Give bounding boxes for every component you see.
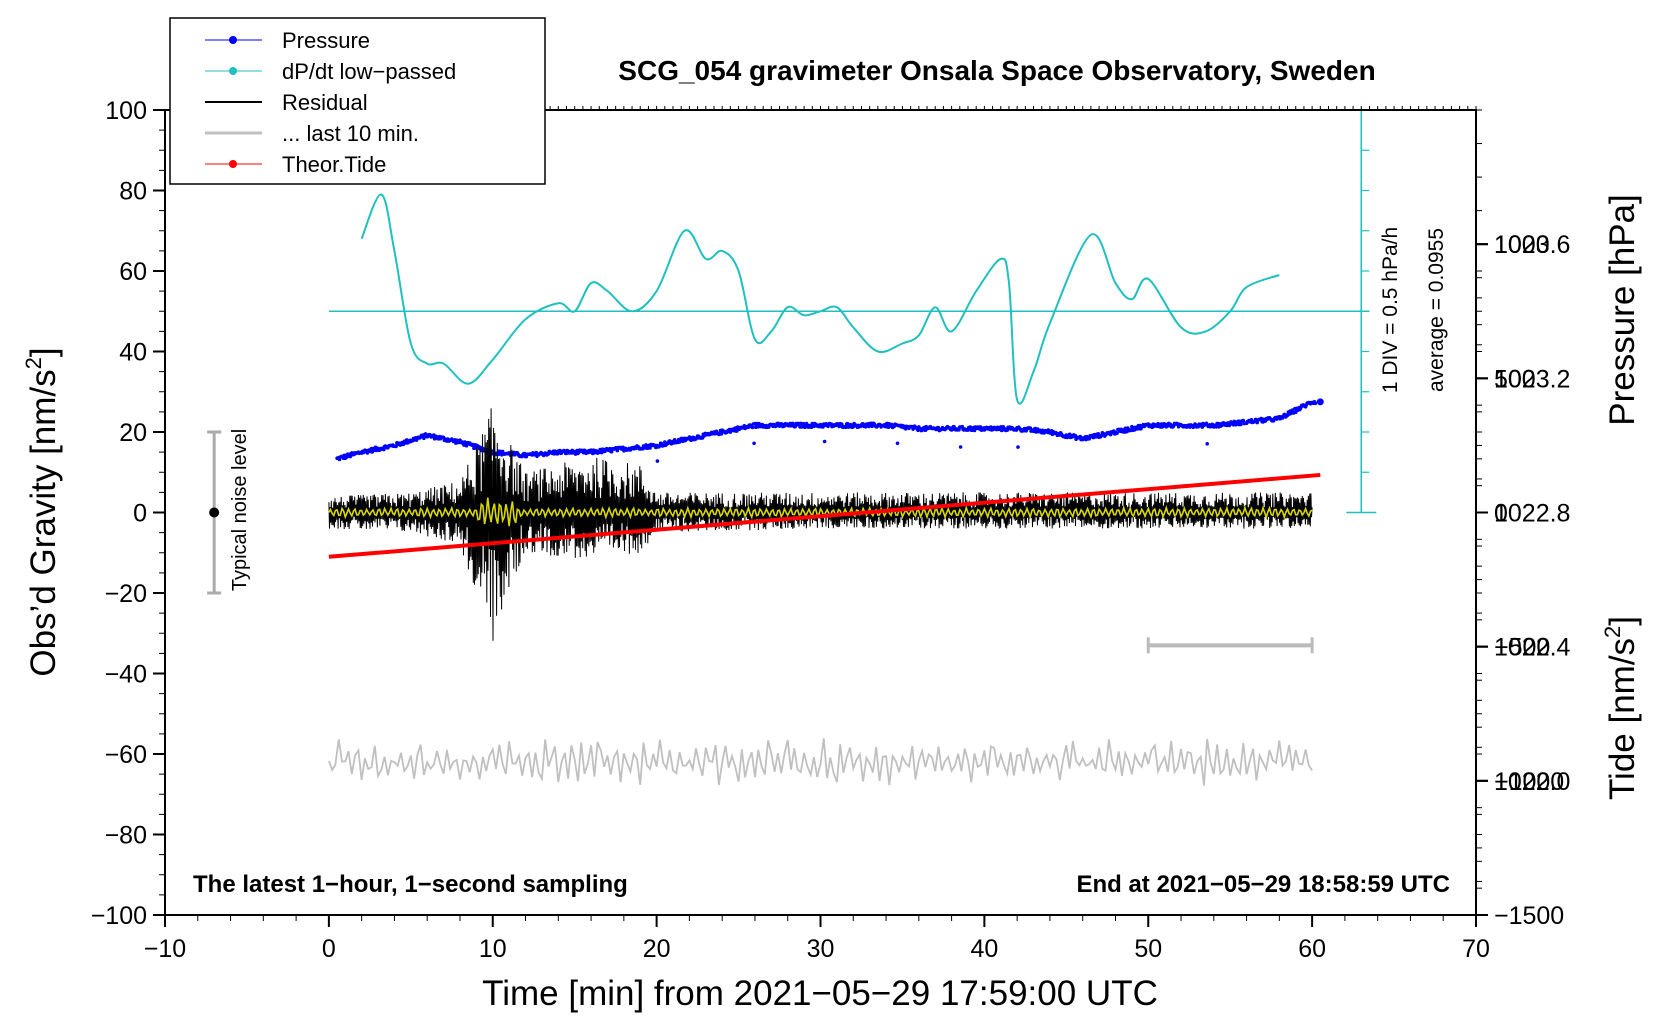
chart-title: SCG_054 gravimeter Onsala Space Observat… [618,55,1375,86]
legend-swatch-tide-dot [229,160,237,168]
y-tick-label: 100 [105,97,147,125]
pressure-series [335,398,1324,463]
y-tick-label: −100 [91,902,147,930]
tide-line [328,472,1321,559]
legend-swatches [205,36,262,168]
x-tick-label: −10 [144,935,186,963]
y-axis-tide: 1000 500 0 −500 −1000 −1500 [1476,231,1564,930]
legend-label-tide: Theor.Tide [282,152,386,177]
pressure-point [960,424,965,429]
pressure-point [752,441,756,446]
pressure-tick-label: 1022.0 [1494,768,1570,796]
x-axis: −10 0 10 20 30 40 50 60 70 [144,106,1490,963]
average-annotation: average = 0.0955 [1425,228,1448,392]
y-label-left-close: ] [24,347,63,357]
pressure-point [978,425,983,429]
pressure-point [958,445,963,449]
x-axis-title: Time [min] from 2021−05−29 17:59:00 UTC [482,974,1158,1013]
y-axis-title-pressure: Pressure [hPa] [1603,194,1642,426]
pressure-point [1316,398,1324,406]
y-tick-label: 80 [119,178,147,206]
legend-swatch-pressure-dot [229,36,237,44]
y-tick-label: 40 [119,339,147,367]
tide-tick-label: −1000 [1494,768,1564,796]
pressure-tick-label: 1023.6 [1494,231,1570,259]
y-tick-label: −20 [105,580,147,608]
pressure-point [1156,421,1160,426]
tide-tick-label: −1500 [1494,902,1564,930]
residual-line [328,408,1313,641]
pressure-tick-label: 1022.8 [1494,500,1570,528]
pressure-point [609,449,614,454]
x-tick-label: 50 [1134,935,1162,963]
y-tick-label: −80 [105,822,147,850]
dpdt-line [360,193,1280,405]
y-axis-title-tide: Tide [nm/s2] [1600,616,1642,800]
pressure-point [1204,421,1209,426]
pressure-point [1313,401,1318,406]
legend-swatch-dpdt-dot [229,67,237,75]
noise-level-dot [209,507,220,518]
pressure-point [1016,445,1020,449]
bottom-left-note: The latest 1−hour, 1−second sampling [193,871,628,898]
y-axis-left: 100 80 60 40 20 0 −20 −40 −60 −80 −100 [91,97,165,930]
y-tick-label: −60 [105,741,147,769]
y-tick-label: 60 [119,258,147,286]
pressure-point [1239,422,1243,427]
bottom-right-note: End at 2021−05−29 18:58:59 UTC [1076,871,1450,898]
pressure-point [655,459,660,463]
pressure-tick-label: 1022.4 [1494,634,1571,662]
y-label-tide-sup: 2 [1600,626,1625,638]
pressure-point [957,428,961,432]
x-tick-label: 60 [1298,935,1326,963]
x-tick-label: 10 [479,935,507,963]
y-tick-label: 0 [133,500,147,528]
legend: Pressure dP/dt low−passed Residual ... l… [169,17,546,185]
pressure-point [382,447,386,452]
y-label-left-text: Obs’d Gravity [nm/s [24,369,63,676]
y-axis-pressure: 1023.6 1023.2 1022.8 1022.4 1022.0 [1476,109,1571,916]
pressure-tick-label: 1023.2 [1494,365,1570,393]
legend-label-pressure: Pressure [282,28,370,53]
x-tick-label: 70 [1462,935,1490,963]
pressure-point [968,425,973,429]
x-tick-label: 30 [807,935,835,963]
x-tick-label: 20 [643,935,671,963]
x-tick-label: 40 [970,935,998,963]
x-tick-label: 0 [322,935,336,963]
y-tick-label: 20 [119,419,147,447]
tide-tick-label: 500 [1494,365,1536,393]
legend-label-residual: Residual [282,90,368,115]
pressure-point [1130,424,1134,429]
pressure-point [1115,431,1119,435]
noise-level-label: Typical noise level [229,429,251,591]
y-label-left-sup: 2 [21,357,46,369]
y-label-tide-text: Tide [nm/s [1603,638,1642,800]
pressure-point [822,439,827,444]
y-label-tide-close: ] [1603,616,1642,626]
last10-line [328,738,1313,786]
y-tick-label: −40 [105,661,147,689]
tide-tick-label: 1000 [1494,231,1550,259]
legend-label-dpdt: dP/dt low−passed [282,59,456,84]
pressure-point [895,441,900,446]
data-layer [207,109,1377,786]
pressure-point [750,425,755,430]
y-axis-title-left: Obs’d Gravity [nm/s2] [21,347,63,676]
tide-tick-label: −500 [1494,634,1550,662]
tide-tick-label: 0 [1494,500,1508,528]
smoothed-residual-line [328,497,1313,527]
pressure-point [1241,418,1246,423]
legend-label-last10: ... last 10 min. [282,121,419,146]
div-annotation: 1 DIV = 0.5 hPa/h [1379,227,1402,393]
pressure-point [1205,442,1209,446]
pressure-point [840,422,844,427]
